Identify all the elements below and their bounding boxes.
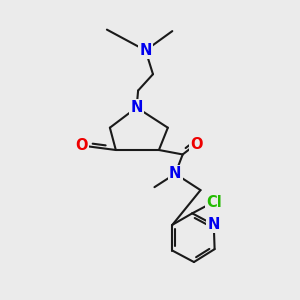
Text: Cl: Cl (206, 194, 221, 209)
Text: N: N (169, 166, 182, 181)
Text: N: N (130, 100, 143, 115)
Text: O: O (190, 136, 202, 152)
Text: N: N (208, 217, 220, 232)
Text: O: O (75, 138, 88, 153)
Text: N: N (140, 43, 152, 58)
